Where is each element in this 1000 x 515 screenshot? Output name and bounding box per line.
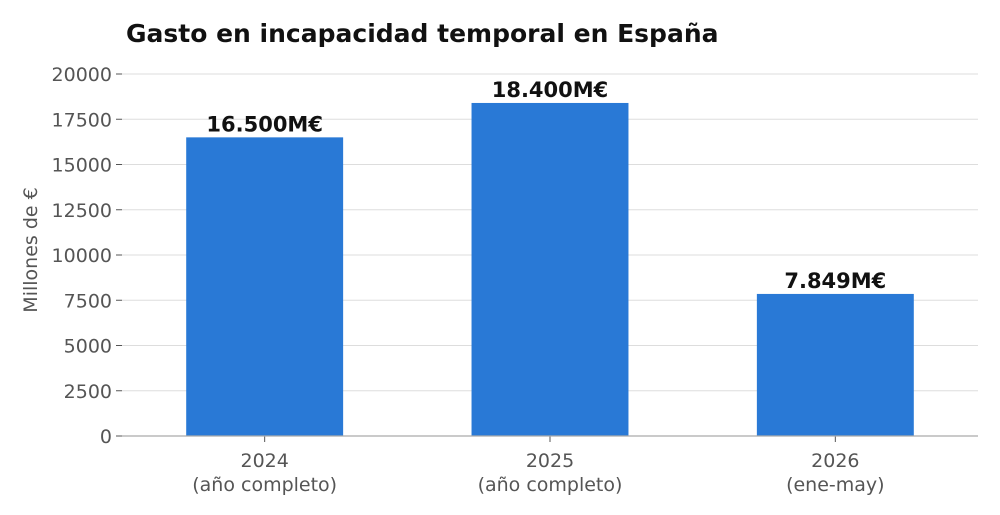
- x-tick-label: (año completo): [192, 474, 337, 496]
- y-tick-label: 7500: [64, 290, 112, 312]
- bar: [756, 293, 914, 436]
- bar: [471, 102, 629, 437]
- y-tick-label: 10000: [52, 245, 112, 267]
- y-tick-label: 20000: [52, 64, 112, 86]
- bar: [186, 137, 344, 436]
- x-tick-label: 2025: [526, 450, 574, 472]
- x-tick-label: (ene-may): [786, 474, 885, 496]
- x-tick-label: (año completo): [478, 474, 623, 496]
- data-label: 7.849M€: [784, 269, 886, 293]
- chart-title: Gasto en incapacidad temporal en España: [126, 19, 718, 48]
- y-tick-label: 2500: [64, 381, 112, 403]
- y-tick-label: 5000: [64, 336, 112, 358]
- bars-layer: [186, 102, 914, 437]
- y-tick-label: 12500: [52, 200, 112, 222]
- x-ticks-layer: 2024(año completo)2025(año completo)2026…: [192, 436, 885, 496]
- y-axis-label: Millones de €: [20, 187, 42, 312]
- y-tick-label: 15000: [52, 155, 112, 177]
- y-ticks-layer: 0 2500 5000 7500 10000 12500 15000 17500 20000: [52, 64, 122, 448]
- y-tick-label: 0: [100, 426, 112, 448]
- x-tick-label: 2024: [240, 450, 288, 472]
- data-labels-layer: 16.500M€ 18.400M€ 7.849M€: [206, 78, 886, 293]
- y-tick-label: 17500: [52, 109, 112, 131]
- data-label: 16.500M€: [206, 112, 323, 136]
- data-label: 18.400M€: [492, 78, 609, 102]
- x-tick-label: 2026: [811, 450, 859, 472]
